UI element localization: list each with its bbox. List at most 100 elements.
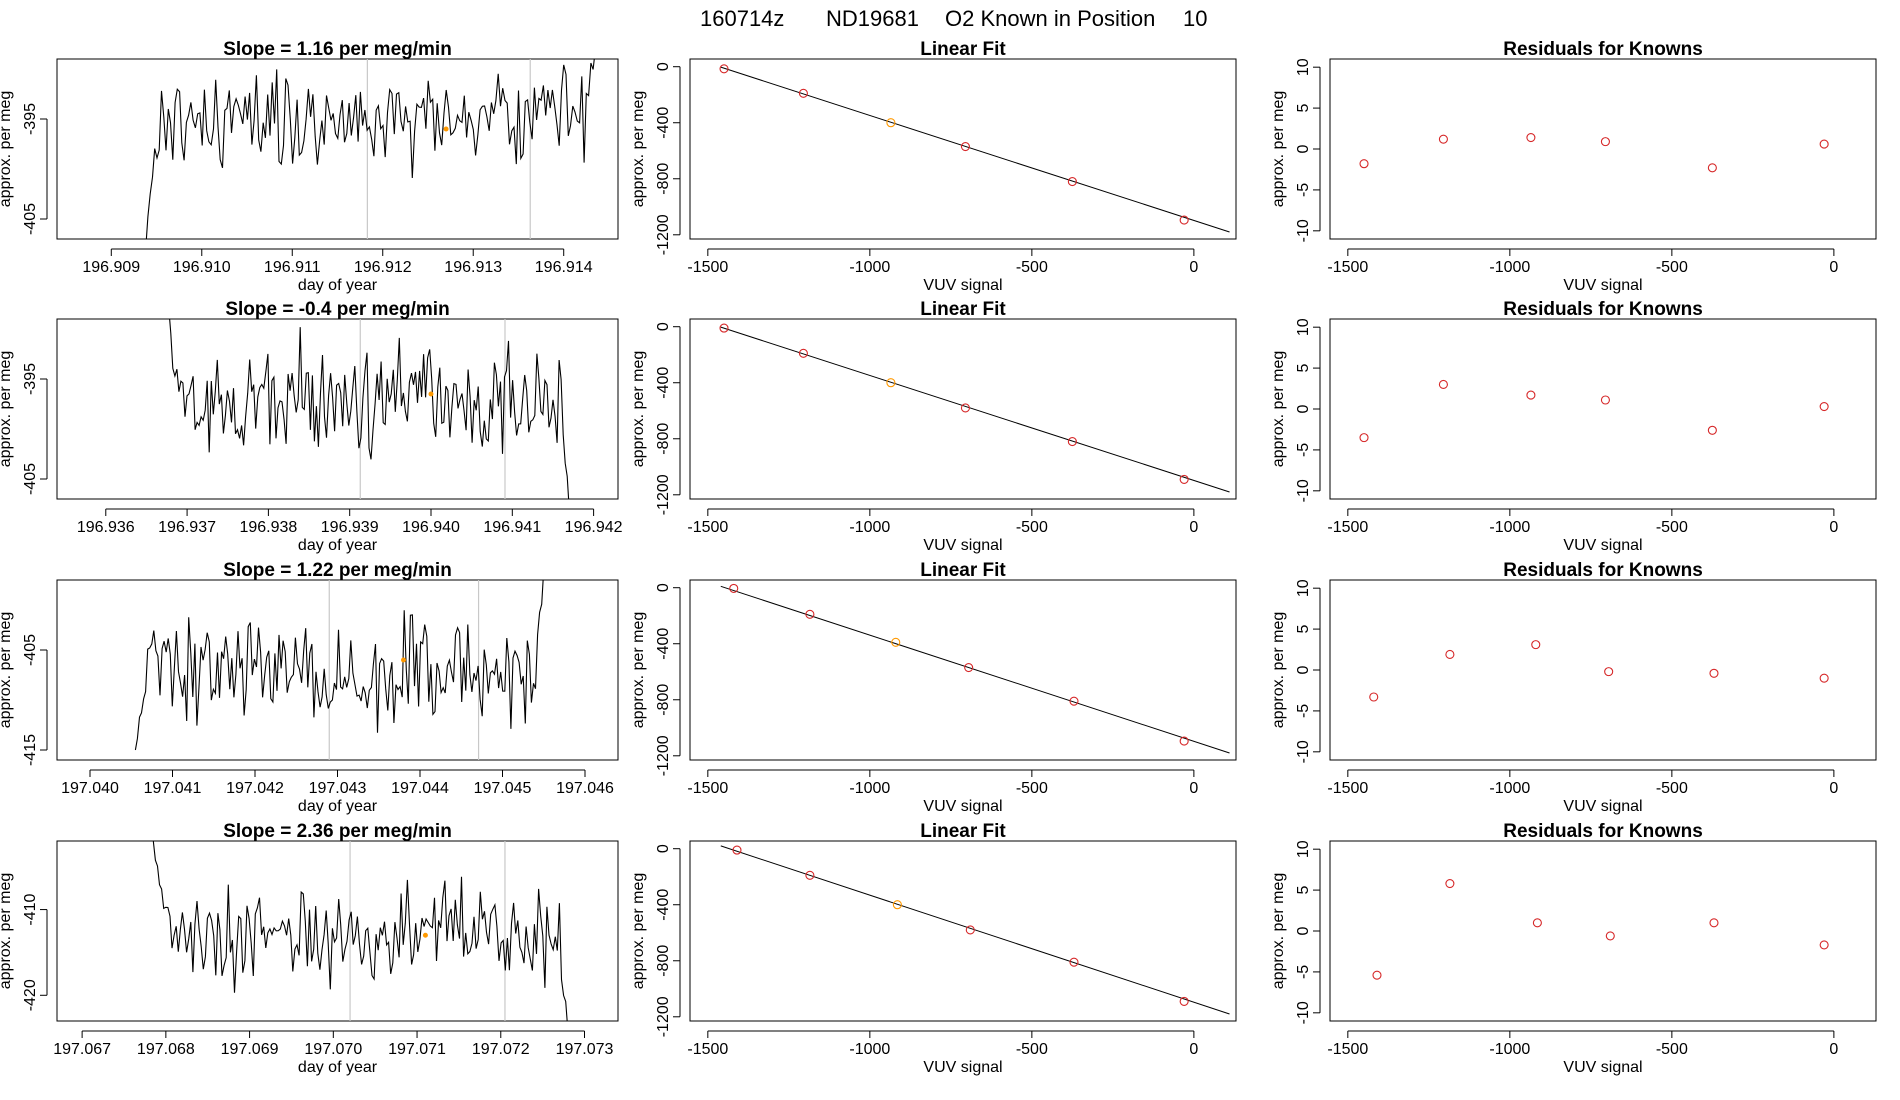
y-tick-label: -400 (655, 889, 672, 921)
residual-point (1531, 640, 1541, 650)
y-tick-label: 0 (655, 62, 672, 71)
x-tick-label: -1000 (1489, 259, 1530, 276)
y-axis-label: approx. per meg (1270, 612, 1287, 729)
x-tick-label: 197.073 (556, 1041, 614, 1058)
x-axis-label: VUV signal (1563, 277, 1642, 294)
fit-data-point (732, 845, 742, 855)
panel-title: Slope = 1.16 per meg/min (223, 39, 452, 60)
x-tick-label: -500 (1656, 259, 1688, 276)
sample-point (443, 126, 449, 132)
y-tick-label: -10 (1295, 219, 1312, 242)
signal-trace (169, 319, 570, 499)
x-tick-label: 196.913 (444, 259, 502, 276)
fit-panel-1: Linear Fit VUV signal approx. per meg -1500… (630, 39, 1237, 294)
fit-data-point (1069, 696, 1079, 706)
plot-box (689, 58, 1237, 240)
y-tick-label: 0 (655, 322, 672, 331)
y-tick-label: -1200 (655, 735, 672, 776)
x-tick-label: 197.068 (137, 1041, 195, 1058)
x-tick-label: 196.941 (483, 519, 541, 536)
y-tick-label: -405 (22, 203, 39, 235)
y-tick-label: -800 (655, 163, 672, 195)
residual-point (1604, 667, 1614, 677)
fit-data-point (960, 141, 970, 152)
timeseries-panel-4: Slope = 2.36 per meg/min day of year appro… (0, 821, 619, 1076)
y-tick-label: -1200 (655, 214, 672, 255)
plot-box (1329, 318, 1877, 500)
plot-box (56, 318, 619, 500)
residual-point (1600, 395, 1610, 405)
y-tick-label: -400 (655, 367, 672, 399)
y-tick-label: 10 (1295, 840, 1312, 858)
x-tick-label: 0 (1829, 780, 1838, 797)
fit-line (720, 845, 1230, 1015)
residual-point (1359, 433, 1369, 443)
x-axis-label: day of year (298, 277, 378, 294)
y-tick-label: -5 (1295, 443, 1312, 457)
x-tick-label: 196.937 (158, 519, 216, 536)
x-tick-label: -1000 (1489, 780, 1530, 797)
x-axis-label: day of year (298, 537, 378, 554)
y-tick-label: -410 (22, 893, 39, 925)
x-tick-label: -500 (1656, 1041, 1688, 1058)
y-tick-label: -800 (655, 423, 672, 455)
figure-title-position: 10 (1183, 6, 1207, 31)
residual-panel-2: Residuals for Knowns VUV signal approx. pe… (1270, 299, 1877, 554)
fit-data-point (964, 662, 974, 673)
y-tick-label: 0 (1295, 926, 1312, 935)
plot-box (689, 579, 1237, 761)
residual-point (1532, 918, 1542, 928)
x-tick-label: 197.046 (556, 780, 614, 797)
fit-line (720, 66, 1230, 233)
y-axis-label: approx. per meg (0, 351, 14, 468)
x-tick-label: 196.911 (264, 259, 321, 276)
y-tick-label: -800 (655, 945, 672, 977)
panel-title: Slope = 1.22 per meg/min (223, 560, 452, 581)
x-tick-label: 196.936 (77, 519, 135, 536)
y-axis-label: approx. per meg (1270, 351, 1287, 468)
fit-data-point (886, 378, 896, 388)
y-axis-label: approx. per meg (630, 351, 647, 468)
x-tick-label: 197.072 (472, 1041, 530, 1058)
plot-box (1329, 840, 1877, 1022)
residual-point (1359, 159, 1369, 169)
panel-title: Residuals for Knowns (1503, 821, 1703, 842)
x-tick-label: -500 (1016, 259, 1048, 276)
panel-title: Residuals for Knowns (1503, 299, 1703, 320)
residual-point (1819, 401, 1829, 412)
fit-panel-3: Linear Fit VUV signal approx. per meg -1500… (630, 560, 1237, 815)
fit-data-point (891, 637, 901, 647)
x-axis-label: day of year (298, 798, 378, 815)
x-tick-label: -500 (1016, 519, 1048, 536)
fit-line (720, 585, 1230, 754)
plot-area (169, 319, 570, 499)
sample-point (428, 391, 434, 397)
y-tick-label: -395 (22, 363, 39, 395)
panel-title: Linear Fit (920, 821, 1006, 842)
x-tick-label: -1500 (1327, 1041, 1368, 1058)
y-tick-label: 10 (1295, 318, 1312, 336)
residual-point (1445, 878, 1455, 889)
x-axis-label: VUV signal (1563, 798, 1642, 815)
y-axis-label: approx. per meg (0, 91, 14, 208)
y-tick-label: -5 (1295, 965, 1312, 979)
plot-box (1329, 579, 1877, 761)
signal-trace (145, 59, 595, 239)
y-tick-label: 0 (1295, 144, 1312, 153)
y-axis-label: approx. per meg (630, 91, 647, 208)
x-tick-label: -1000 (849, 519, 890, 536)
panel-title: Residuals for Knowns (1503, 39, 1703, 60)
residual-panel-4: Residuals for Knowns VUV signal approx. pe… (1270, 821, 1877, 1076)
x-tick-label: -500 (1656, 519, 1688, 536)
x-tick-label: -1500 (687, 1041, 728, 1058)
x-tick-label: 196.940 (402, 519, 460, 536)
x-tick-label: -500 (1016, 1041, 1048, 1058)
fit-data-point (805, 609, 815, 619)
timeseries-panel-3: Slope = 1.22 per meg/min day of year appro… (0, 560, 619, 815)
y-tick-label: -415 (22, 734, 39, 766)
figure-title-tank: ND19681 (826, 6, 919, 31)
x-tick-label: 197.070 (304, 1041, 362, 1058)
signal-trace (134, 580, 544, 751)
y-tick-label: -10 (1295, 1001, 1312, 1024)
